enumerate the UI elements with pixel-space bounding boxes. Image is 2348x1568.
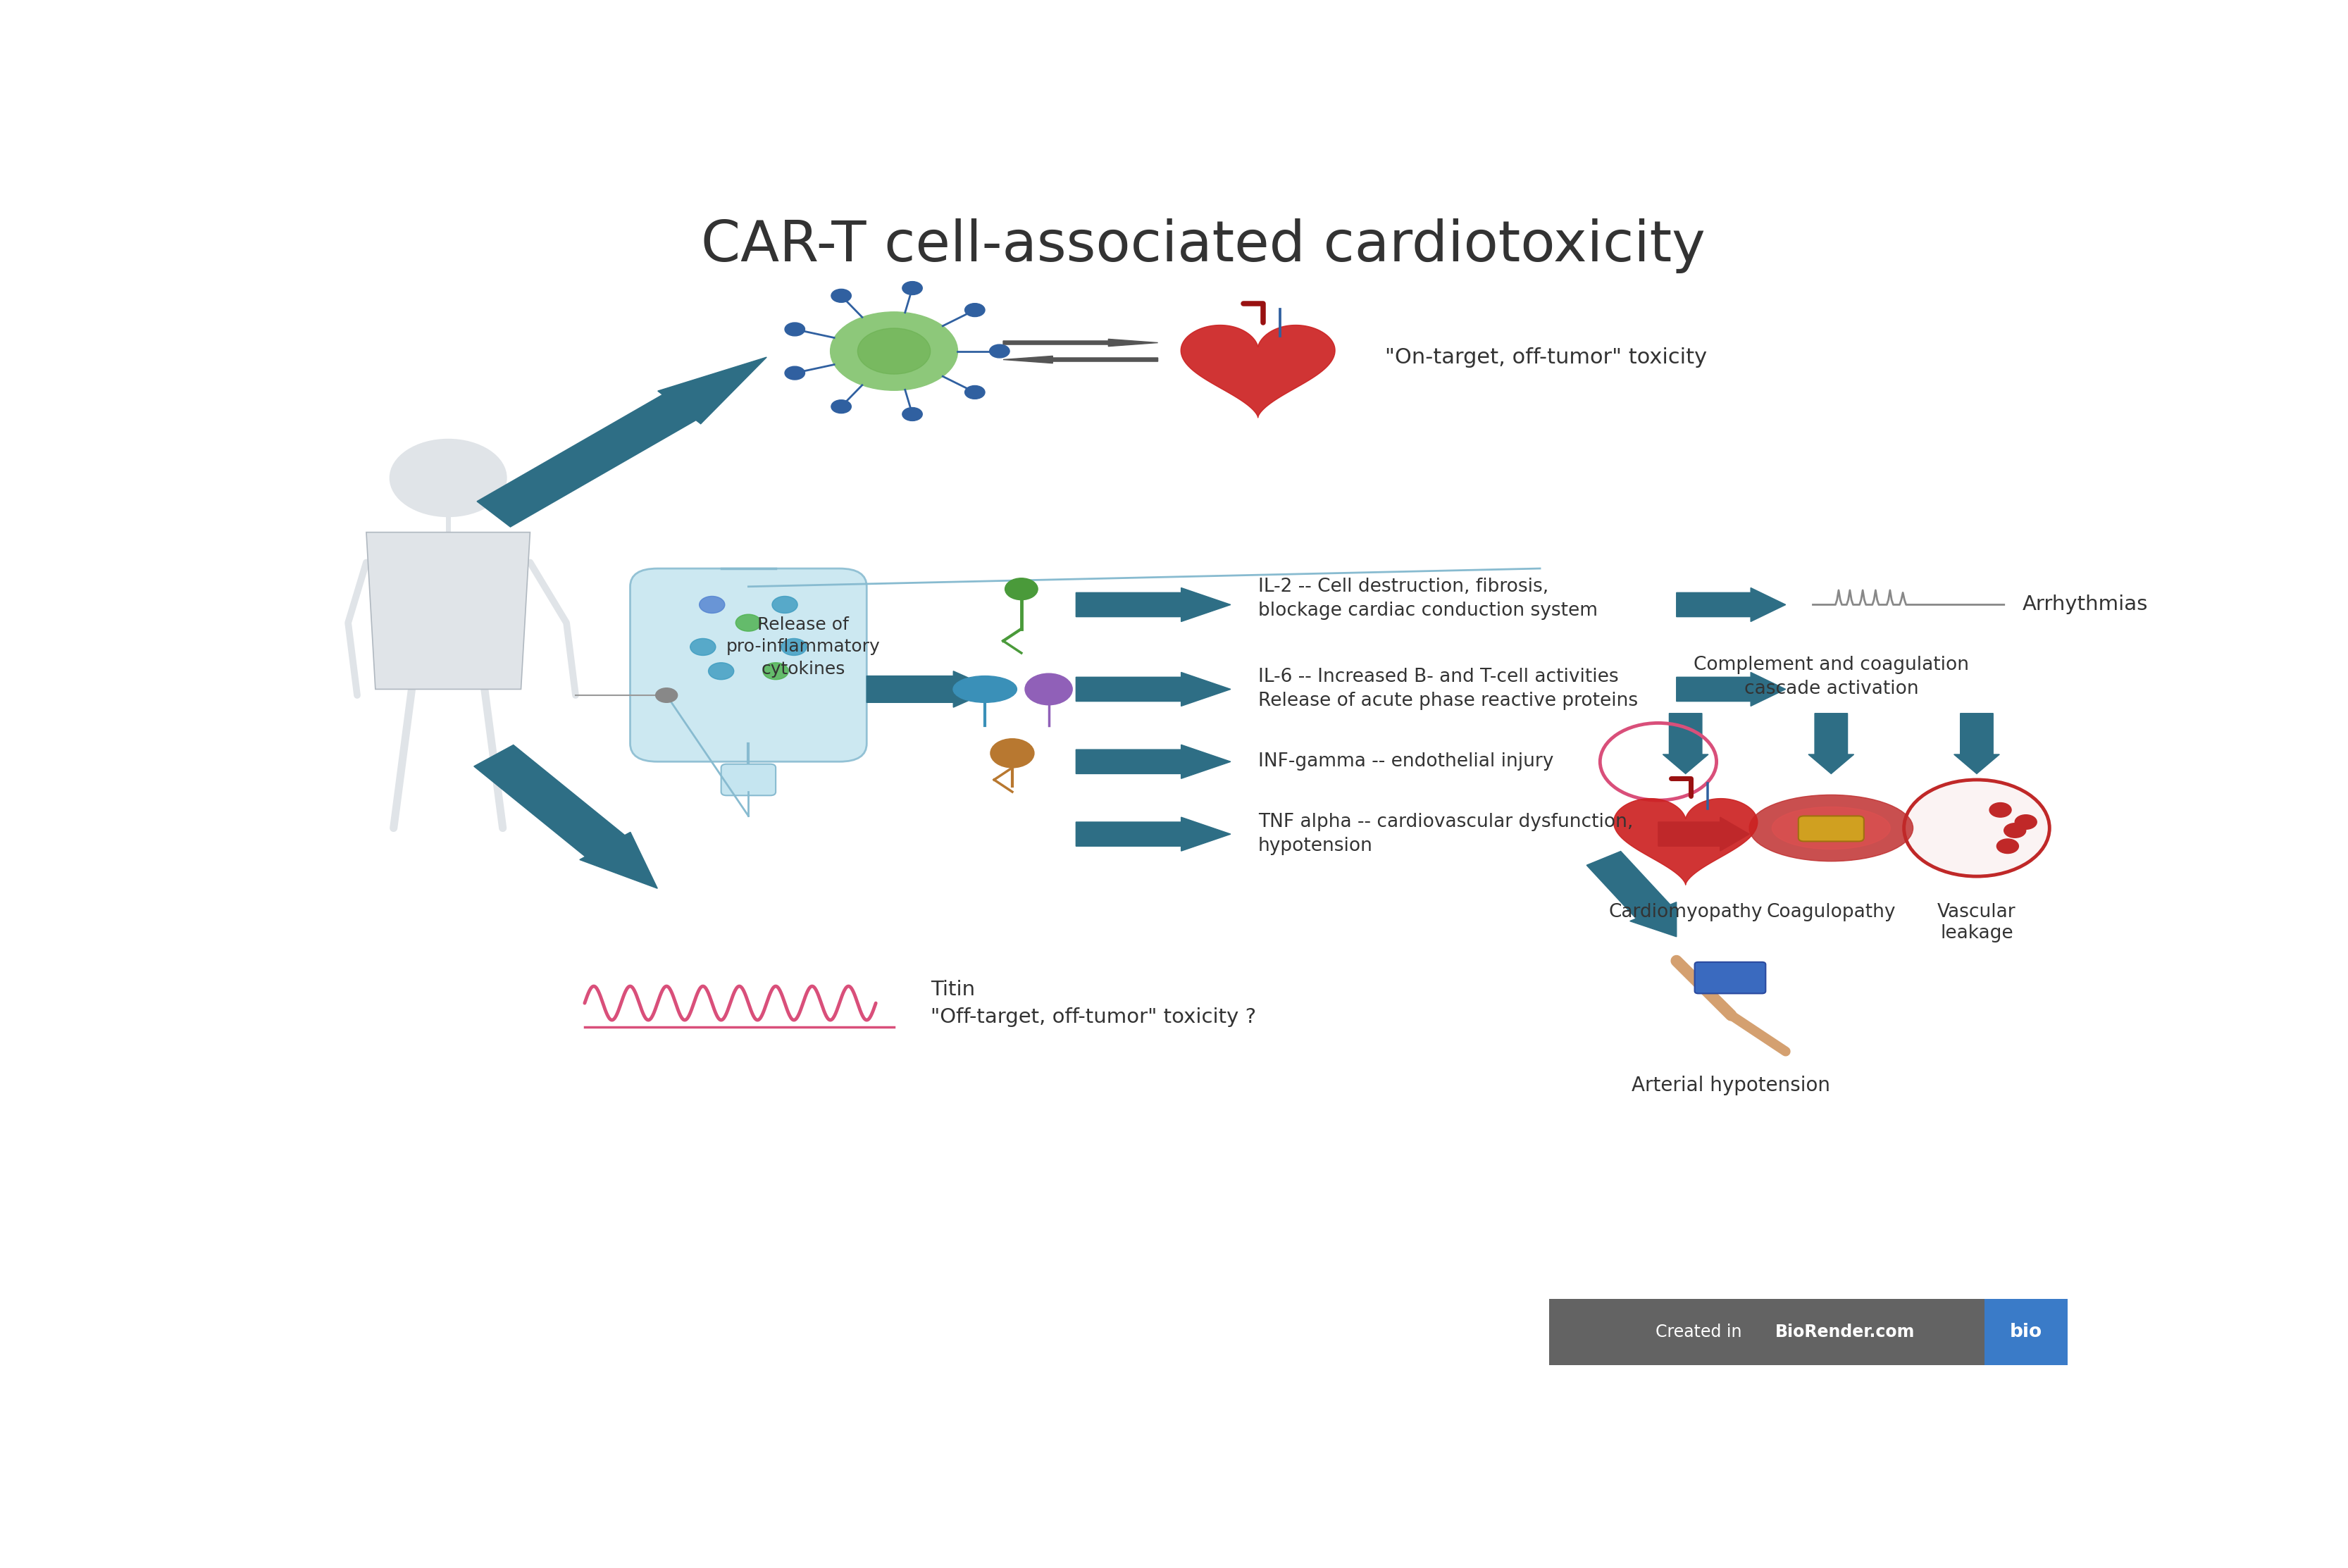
Text: IL-2 -- Cell destruction, fibrosis,
blockage cardiac conduction system: IL-2 -- Cell destruction, fibrosis, bloc… [1259,577,1597,619]
Ellipse shape [857,328,930,375]
Circle shape [763,663,789,679]
Circle shape [991,739,1033,768]
Text: Coagulopathy: Coagulopathy [1766,903,1895,922]
Circle shape [655,688,679,702]
FancyBboxPatch shape [1799,815,1864,842]
Ellipse shape [831,312,958,390]
Text: Arterial hypotension: Arterial hypotension [1632,1076,1831,1096]
Polygon shape [474,745,657,889]
FancyBboxPatch shape [1550,1298,1984,1366]
Circle shape [2005,823,2026,837]
Text: bio: bio [2010,1323,2043,1341]
Text: Vascular
leakage: Vascular leakage [1937,903,2017,942]
Circle shape [902,408,923,420]
Text: INF-gamma -- endothelial injury: INF-gamma -- endothelial injury [1259,753,1554,771]
Circle shape [902,282,923,295]
Ellipse shape [1749,795,1914,861]
Circle shape [1904,779,2050,877]
Text: IL-6 -- Increased B- and T-cell activities
Release of acute phase reactive prote: IL-6 -- Increased B- and T-cell activiti… [1259,668,1639,710]
Circle shape [390,439,507,516]
Polygon shape [1613,798,1759,884]
Polygon shape [1658,817,1749,851]
Circle shape [709,663,735,679]
Circle shape [784,367,805,379]
Text: BioRender.com: BioRender.com [1775,1323,1916,1341]
Ellipse shape [953,676,1017,702]
Circle shape [1026,674,1073,706]
Polygon shape [1075,745,1230,779]
Text: Cardiomyopathy: Cardiomyopathy [1608,903,1763,922]
Polygon shape [1075,673,1230,706]
Text: Release of
pro-inflammatory
cytokines: Release of pro-inflammatory cytokines [726,616,881,677]
Polygon shape [1954,713,2000,773]
FancyBboxPatch shape [1984,1298,2069,1366]
Polygon shape [1587,851,1676,936]
Circle shape [1989,803,2012,817]
Circle shape [2015,815,2036,829]
Circle shape [831,400,852,414]
Circle shape [965,303,984,317]
Polygon shape [1676,673,1787,706]
Polygon shape [1181,325,1336,417]
Text: TNF alpha -- cardiovascular dysfunction,
hypotension: TNF alpha -- cardiovascular dysfunction,… [1259,812,1632,855]
FancyBboxPatch shape [1695,963,1766,994]
Polygon shape [1075,817,1230,851]
Circle shape [831,289,852,303]
Polygon shape [866,671,993,707]
Text: Complement and coagulation
cascade activation: Complement and coagulation cascade activ… [1693,655,1970,698]
Circle shape [782,638,808,655]
Polygon shape [1003,356,1158,364]
Polygon shape [477,358,765,527]
FancyBboxPatch shape [629,569,866,762]
Circle shape [965,386,984,398]
Polygon shape [1662,713,1709,773]
Circle shape [690,638,716,655]
Text: Arrhythmias: Arrhythmias [2022,594,2148,615]
Polygon shape [1676,588,1787,621]
Text: Titin
"Off-target, off-tumor" toxicity ?: Titin "Off-target, off-tumor" toxicity ? [930,980,1256,1027]
Polygon shape [1075,588,1230,621]
Circle shape [772,596,798,613]
FancyBboxPatch shape [721,764,775,795]
Ellipse shape [1773,808,1890,850]
Circle shape [700,596,726,613]
Text: Created in: Created in [1655,1323,1747,1341]
Circle shape [784,323,805,336]
Circle shape [735,615,761,632]
Circle shape [989,345,1010,358]
Polygon shape [1808,713,1855,773]
Polygon shape [366,532,531,690]
Text: "On-target, off-tumor" toxicity: "On-target, off-tumor" toxicity [1385,347,1707,367]
Polygon shape [1003,339,1158,347]
Circle shape [1996,839,2019,853]
Text: CAR-T cell-associated cardiotoxicity: CAR-T cell-associated cardiotoxicity [702,218,1705,273]
Circle shape [1005,579,1038,601]
